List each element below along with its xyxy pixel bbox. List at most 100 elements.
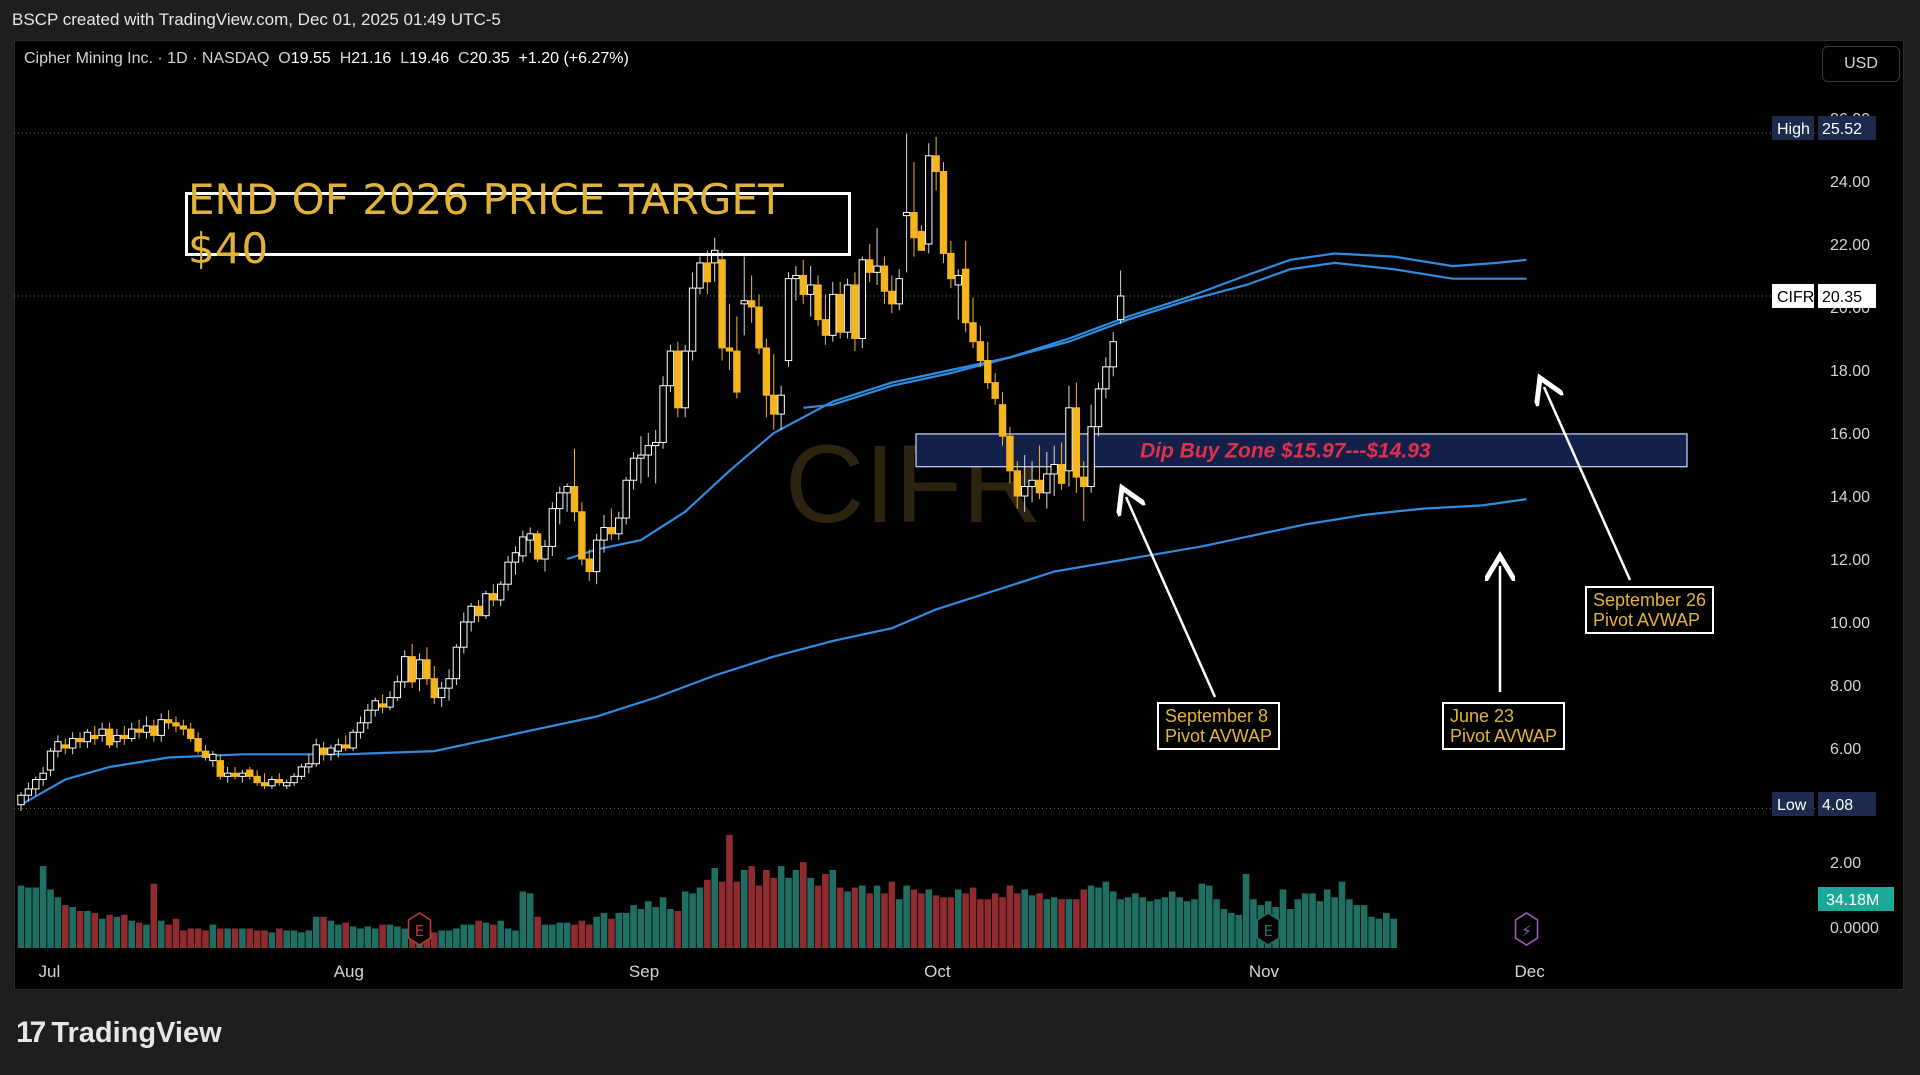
- candle-up: [637, 454, 645, 459]
- candle-down: [179, 725, 188, 730]
- candle-up: [1102, 366, 1110, 390]
- candle-down: [718, 259, 726, 349]
- volume-bar: [335, 924, 342, 948]
- volume-bar: [807, 877, 814, 948]
- candle-down: [755, 306, 763, 349]
- candle-up: [600, 527, 608, 541]
- earnings-marker-icon: [407, 912, 432, 946]
- currency-button[interactable]: USD: [1822, 46, 1900, 82]
- volume-bar: [748, 866, 755, 948]
- volume-bar: [940, 897, 947, 948]
- volume-bar: [969, 887, 977, 948]
- volume-bar: [482, 922, 490, 948]
- time-axis-tick: Oct: [924, 962, 951, 981]
- volume-bar: [822, 873, 829, 948]
- volume-bar: [1235, 914, 1242, 948]
- volume-bar: [216, 928, 224, 948]
- brand-name: TradingView: [51, 1016, 222, 1049]
- volume-bar: [453, 928, 460, 948]
- volume-bar: [1375, 918, 1383, 948]
- volume-bar: [194, 928, 202, 948]
- volume-bar: [1176, 897, 1183, 948]
- candle-up: [858, 259, 867, 339]
- candle-up: [696, 262, 704, 289]
- candle-down: [120, 734, 129, 740]
- chart-panel[interactable]: [14, 40, 1904, 990]
- june23-note: June 23 Pivot AVWAP: [1442, 702, 1566, 750]
- price-axis-tick: 12.00: [1830, 552, 1870, 569]
- volume-bar: [696, 887, 704, 948]
- volume-bar: [689, 893, 696, 948]
- candle-up: [349, 731, 357, 749]
- candle-down: [770, 394, 778, 415]
- candle-down: [917, 230, 926, 251]
- volume-bar: [526, 893, 534, 948]
- volume-bar: [276, 928, 283, 948]
- volume-bar: [1346, 899, 1353, 948]
- last-badge-value-bg: [1818, 283, 1876, 308]
- volume-bar: [121, 914, 128, 948]
- volume-bar: [460, 924, 468, 948]
- candle-up: [334, 744, 343, 752]
- volume-bar: [888, 881, 896, 948]
- volume-bar: [556, 922, 564, 948]
- candle-up: [327, 747, 335, 755]
- volume-bar: [895, 899, 903, 948]
- candle-up: [223, 772, 232, 777]
- volume-bar: [1050, 897, 1058, 948]
- volume-bar: [91, 912, 99, 948]
- volume-bar: [881, 893, 888, 948]
- candle-down: [578, 511, 586, 560]
- earnings-marker-glyph: E: [415, 922, 424, 940]
- candle-up: [415, 659, 424, 680]
- sep26-arrow: [1544, 387, 1632, 581]
- volume-bar: [401, 928, 409, 948]
- time-axis-tick: Dec: [1515, 962, 1546, 981]
- candle-down: [821, 319, 830, 336]
- volume-bar: [1058, 899, 1065, 948]
- volume-bar: [504, 928, 512, 948]
- tradingview-logo[interactable]: 17 TradingView: [16, 1016, 222, 1050]
- volume-bar: [165, 924, 172, 948]
- volume-bar: [541, 924, 549, 948]
- close-value: 20.35: [469, 50, 510, 67]
- candle-down: [342, 744, 350, 749]
- candle-up: [1028, 479, 1036, 488]
- time-axis-tick: Jul: [39, 962, 61, 981]
- volume-bar: [180, 930, 187, 948]
- volume-bar: [84, 910, 91, 948]
- volume-bar: [1316, 901, 1324, 948]
- candle-up: [128, 728, 136, 740]
- last-badge-label-bg: [1772, 283, 1814, 308]
- earnings-marker-glyph: E: [1263, 922, 1272, 940]
- candle-up: [297, 766, 306, 777]
- candle-down: [1057, 464, 1066, 484]
- sep26-note-line1: September 26: [1593, 590, 1707, 610]
- symbol-legend: Cipher Mining Inc. · 1D · NASDAQ O19.55 …: [24, 50, 629, 68]
- candle-down: [984, 360, 992, 384]
- candle-up: [497, 583, 505, 601]
- candle-down: [585, 558, 593, 573]
- candle-up: [651, 441, 660, 447]
- candle-down: [1080, 476, 1088, 488]
- candle-down: [135, 728, 143, 733]
- volume-bar: [954, 889, 962, 948]
- candle-up: [1043, 473, 1051, 494]
- candle-up: [268, 779, 276, 787]
- volume-bar: [1036, 893, 1043, 948]
- candle-up: [895, 278, 903, 305]
- volume-bar: [667, 909, 674, 948]
- candle-down: [932, 155, 940, 173]
- low-badge-label: Low: [1777, 797, 1807, 814]
- candle-down: [607, 527, 616, 535]
- volume-bar: [718, 881, 726, 948]
- candle-down: [998, 404, 1007, 437]
- volume-bar: [659, 897, 667, 948]
- candle-up: [629, 457, 638, 481]
- price-axis-tick: 22.00: [1830, 237, 1870, 254]
- candle-up: [659, 385, 667, 443]
- candle-up: [46, 750, 55, 771]
- volume-bar: [17, 885, 25, 948]
- high-badge-label-bg: [1772, 116, 1814, 140]
